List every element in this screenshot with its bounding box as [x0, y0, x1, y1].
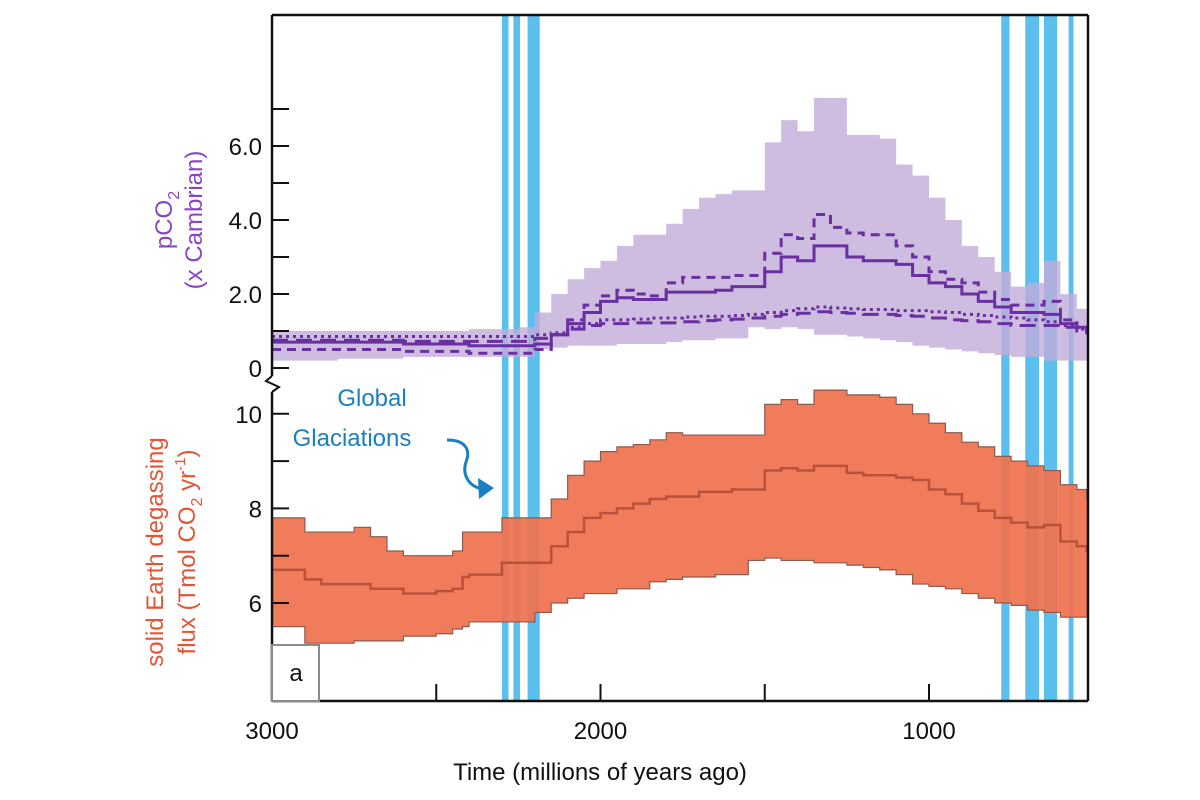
- pco2-y-tick-label: 2.0: [229, 282, 262, 309]
- pco2-line-upper-estimate: [272, 212, 1089, 355]
- glaciations-arrow: [446, 438, 483, 491]
- panel-label: a: [289, 660, 303, 687]
- glaciations-arrowhead-icon: [478, 478, 494, 499]
- pco2-y-tick-label: 0: [249, 356, 262, 383]
- axes: 3000 2000 1000 0 2.0 4.0 6.0 6 8 10: [229, 13, 1090, 745]
- pco2-panel: [272, 97, 1089, 361]
- x-axis-title: Time (millions of years ago): [453, 759, 747, 786]
- pco2-y-title-line1: pCO2: [151, 191, 183, 249]
- degassing-y-axis-title: solid Earth degassing flux (Tmol CO2 yr-…: [142, 437, 206, 666]
- x-tick-label: 2000: [574, 718, 627, 745]
- x-tick-label: 1000: [902, 718, 955, 745]
- x-tick-label: 3000: [245, 718, 298, 745]
- pco2-y-tick-label: 6.0: [229, 134, 262, 161]
- glaciations-label-line1: Global: [337, 385, 406, 412]
- pco2-y-title-line2: (x Cambrian): [181, 151, 208, 290]
- glaciation-bar: [501, 15, 509, 701]
- glaciation-bar: [1001, 15, 1010, 701]
- glaciations-label-line2: Glaciations: [293, 425, 412, 452]
- pco2-y-tick-label: 4.0: [229, 208, 262, 235]
- pco2-y-axis-title: pCO2 (x Cambrian): [151, 151, 208, 290]
- axis-break-icon: [264, 375, 281, 393]
- pco2-line-low-estimate-longdash: [272, 310, 1089, 343]
- pco2-line-low-estimate-dotted: [272, 305, 1089, 339]
- panel-label-box: [271, 644, 320, 702]
- degassing-y-tick-label: 10: [235, 402, 262, 429]
- degassing-y-tick-label: 8: [249, 496, 262, 523]
- glaciation-bar: [513, 15, 521, 701]
- pco2-uncertainty-band: [272, 97, 1088, 361]
- degassing-y-tick-label: 6: [249, 591, 262, 618]
- degassing-y-title-line1: solid Earth degassing: [142, 437, 169, 666]
- degassing-y-title-line2: flux (Tmol CO2 yr-1): [172, 450, 206, 655]
- degassing-line-median: [272, 464, 1088, 595]
- pco2-line-median: [272, 244, 1089, 348]
